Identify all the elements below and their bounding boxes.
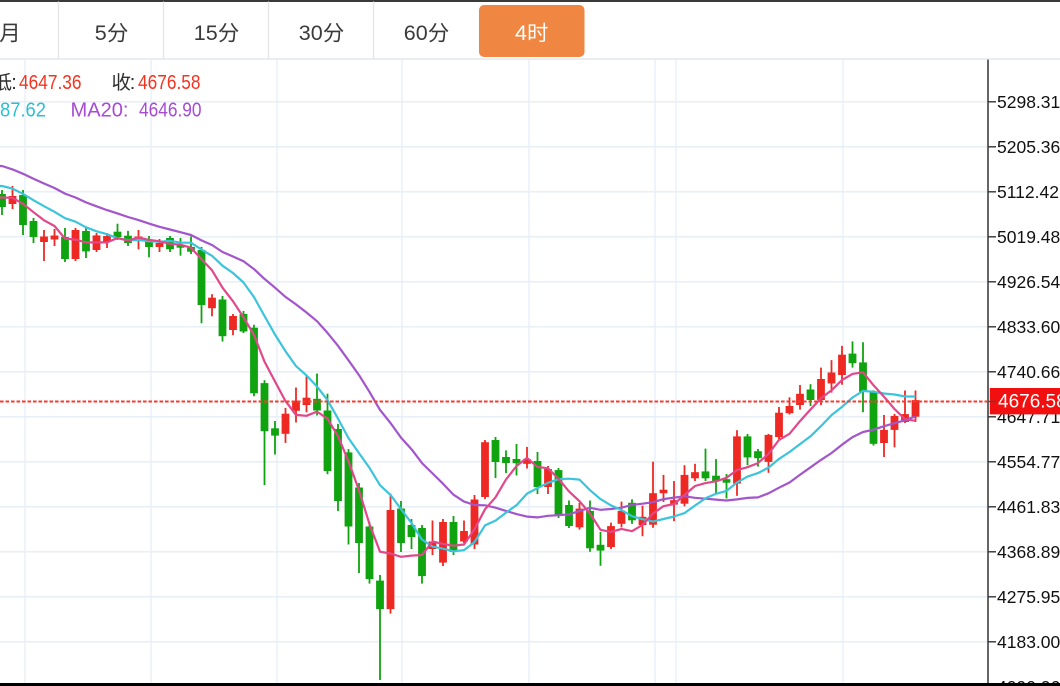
svg-text:5: 5 xyxy=(95,21,107,45)
svg-text:60: 60 xyxy=(404,21,428,45)
svg-text:5298.31: 5298.31 xyxy=(997,92,1060,112)
svg-text:4647.36: 4647.36 xyxy=(19,72,82,94)
svg-text:4554.77: 4554.77 xyxy=(997,452,1060,472)
svg-text:4461.83: 4461.83 xyxy=(997,497,1060,517)
svg-text::: : xyxy=(11,72,17,94)
svg-text::: : xyxy=(130,72,136,94)
svg-text:87.62: 87.62 xyxy=(0,99,46,121)
svg-text:4646.90: 4646.90 xyxy=(139,99,202,121)
svg-text:4368.89: 4368.89 xyxy=(997,542,1060,562)
svg-text:5019.48: 5019.48 xyxy=(997,227,1060,247)
svg-text:4676.58: 4676.58 xyxy=(998,392,1060,413)
svg-text:4: 4 xyxy=(515,21,527,45)
svg-text:4833.60: 4833.60 xyxy=(997,317,1060,337)
svg-text:4740.66: 4740.66 xyxy=(997,362,1060,382)
svg-text:15: 15 xyxy=(194,21,218,45)
svg-text:4090.06: 4090.06 xyxy=(997,677,1060,686)
svg-text:5112.42: 5112.42 xyxy=(997,182,1059,202)
svg-text:4183.00: 4183.00 xyxy=(997,632,1060,652)
svg-text:MA20:: MA20: xyxy=(71,99,129,121)
svg-text:4676.58: 4676.58 xyxy=(138,72,201,94)
svg-text:5205.36: 5205.36 xyxy=(997,137,1060,157)
svg-text:4926.54: 4926.54 xyxy=(997,272,1060,292)
svg-text:30: 30 xyxy=(299,21,323,45)
svg-text:4275.95: 4275.95 xyxy=(997,587,1060,607)
